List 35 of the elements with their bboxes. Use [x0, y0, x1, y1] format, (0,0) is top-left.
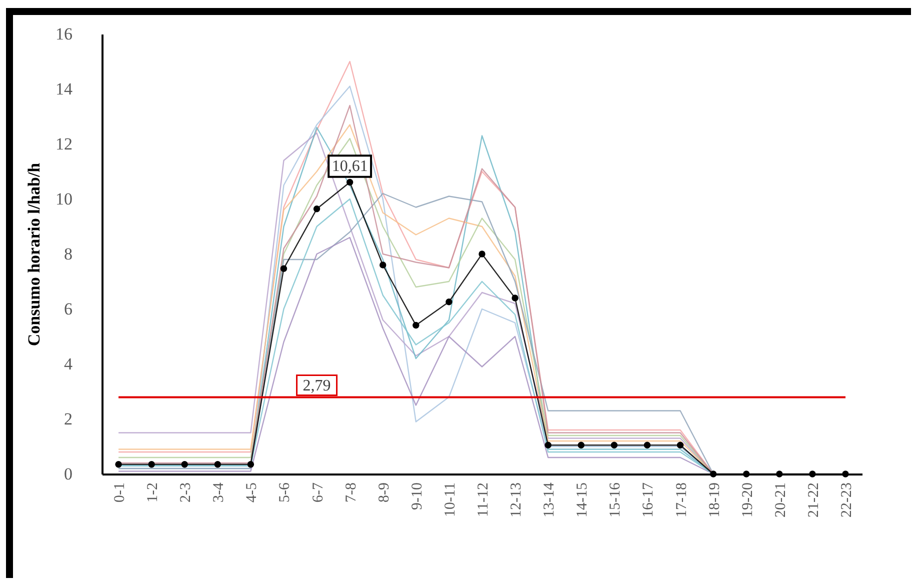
x-tick-label: 9-10	[409, 482, 426, 510]
x-tick-label: 7-8	[343, 482, 360, 502]
x-tick-label: 21-22	[806, 482, 822, 518]
x-tick-label: 4-5	[244, 482, 260, 502]
x-tick-label: 1-2	[145, 482, 162, 502]
x-tick-label: 14-15	[574, 482, 591, 518]
y-tick-label: 0	[64, 464, 72, 484]
y-tick-label: 12	[56, 134, 72, 154]
y-tick-label: 4	[64, 354, 73, 374]
x-tick-label: 5-6	[277, 482, 294, 502]
x-tick-label: 10-11	[442, 482, 458, 517]
x-tick-label: 13-14	[542, 482, 558, 518]
x-tick-label: 6-7	[310, 482, 326, 502]
y-tick-label: 6	[64, 300, 72, 318]
x-tick-label: 17-18	[674, 482, 690, 518]
y-tick-label: 14	[56, 80, 73, 98]
y-tick-label: 2	[64, 410, 72, 428]
y-tick-label: 10	[56, 190, 72, 208]
x-tick-label: 2-3	[178, 482, 194, 502]
y-tick-label: 8	[64, 244, 72, 264]
x-tick-label: 0-1	[112, 482, 128, 502]
y-axis-title: Consumo horario l/hab/h	[24, 162, 44, 346]
y-tick-label: 16	[56, 24, 72, 44]
x-tick-label: 11-12	[476, 482, 492, 517]
x-tick-label: 3-4	[211, 482, 228, 502]
x-tick-label: 20-21	[772, 482, 789, 518]
x-tick-label: 16-17	[640, 482, 657, 518]
x-tick-label: 19-20	[740, 482, 756, 518]
ref-line-label: 2,79	[302, 377, 331, 394]
annotation: 10,61	[332, 158, 368, 176]
x-tick-label: 18-19	[706, 482, 723, 518]
x-tick-label: 15-16	[608, 482, 624, 518]
x-tick-label: 8-9	[376, 482, 392, 502]
x-tick-label: 12-13	[508, 482, 525, 518]
x-tick-label: 22-23	[838, 482, 855, 518]
